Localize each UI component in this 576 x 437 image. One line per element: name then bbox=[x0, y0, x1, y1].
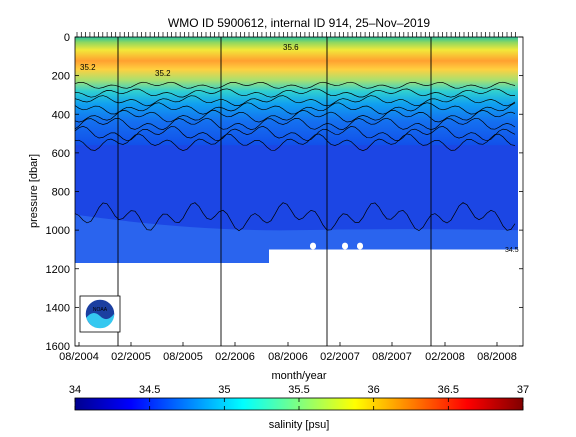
y-tick-label: 800 bbox=[52, 187, 70, 199]
x-tick-label: 08/2006 bbox=[268, 351, 308, 363]
contour-line bbox=[74, 109, 516, 123]
colorbar-tick-label: 35.5 bbox=[288, 384, 309, 396]
x-tick-label: 08/2005 bbox=[163, 351, 203, 363]
y-tick-label: 600 bbox=[52, 148, 70, 160]
contour-label: 35.6 bbox=[283, 43, 299, 52]
data-gap bbox=[357, 242, 363, 250]
y-tick-label: 400 bbox=[52, 109, 70, 121]
svg-text:NOAA: NOAA bbox=[93, 307, 108, 313]
colorbar-tick-label: 35 bbox=[218, 384, 230, 396]
data-gap bbox=[342, 242, 348, 250]
contour-line bbox=[74, 95, 516, 107]
x-axis: 08/2004 02/2005 08/2005 02/2006 08/2006 02/20… bbox=[59, 342, 517, 363]
y-tick-label: 200 bbox=[52, 71, 70, 83]
contour-label: 35.2 bbox=[155, 69, 171, 78]
contour-label: 35.2 bbox=[80, 63, 96, 72]
chart-title: WMO ID 5900612, internal ID 914, 25–Nov–… bbox=[168, 16, 430, 30]
x-axis-label: month/year bbox=[271, 370, 326, 382]
bottom-salinity-region bbox=[75, 214, 518, 263]
x-tick-label: 08/2008 bbox=[477, 351, 517, 363]
contour-line bbox=[74, 88, 516, 98]
colorbar-tick-label: 34.5 bbox=[139, 384, 160, 396]
y-tick-label: 1400 bbox=[46, 302, 70, 314]
contour-line bbox=[74, 125, 516, 142]
colorbar-tick-label: 34 bbox=[69, 384, 81, 396]
noaa-logo-icon: NOAA bbox=[79, 295, 121, 333]
contour-line bbox=[74, 102, 516, 115]
x-tick-label: 08/2007 bbox=[372, 351, 412, 363]
x-tick-label: 08/2004 bbox=[59, 351, 99, 363]
upper-salinity-region bbox=[75, 37, 518, 146]
contour-line bbox=[74, 117, 516, 130]
salinity-field bbox=[74, 37, 518, 346]
colorbar-label: salinity [psu] bbox=[269, 419, 330, 431]
contour-line bbox=[74, 202, 516, 232]
y-tick-label: 0 bbox=[64, 32, 70, 44]
y-tick-label: 1000 bbox=[46, 225, 70, 237]
data-gap bbox=[310, 242, 316, 250]
contour-line bbox=[74, 81, 516, 89]
colorbar-tick-label: 36.5 bbox=[438, 384, 459, 396]
y-axis: 0 200 400 600 800 1000 1200 1400 1600 bbox=[46, 32, 523, 353]
x-tick-label: 02/2005 bbox=[111, 351, 151, 363]
colorbar-ticks: 34 34.5 35 35.5 36 36.5 37 bbox=[69, 384, 529, 410]
contour-line bbox=[74, 133, 516, 152]
y-tick-label: 1600 bbox=[46, 341, 70, 353]
colorbar-tick-label: 36 bbox=[368, 384, 380, 396]
profile-rug-marks bbox=[76, 32, 516, 37]
x-tick-label: 02/2007 bbox=[320, 351, 360, 363]
colorbar-tick-label: 37 bbox=[517, 384, 529, 396]
y-axis-label: pressure [dbar] bbox=[28, 154, 40, 228]
x-tick-label: 02/2006 bbox=[215, 351, 255, 363]
contour-label: 34.5 bbox=[505, 247, 519, 254]
y-tick-label: 1200 bbox=[46, 264, 70, 276]
x-tick-label: 02/2008 bbox=[425, 351, 465, 363]
